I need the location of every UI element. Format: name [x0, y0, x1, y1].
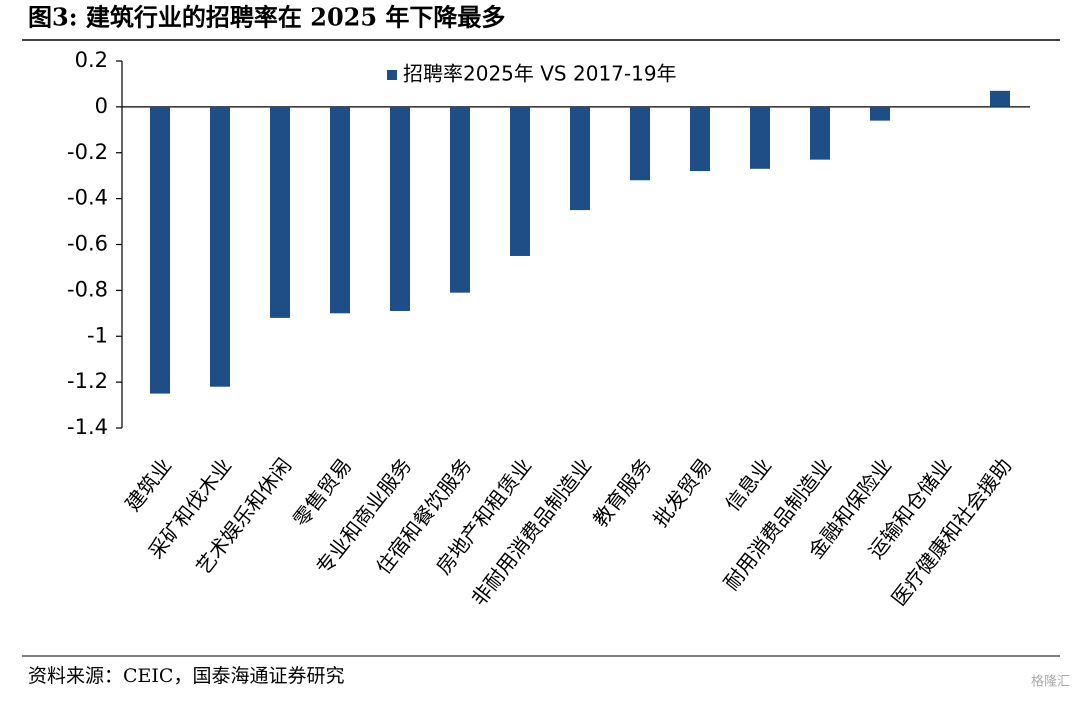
- bar: [630, 106, 650, 181]
- y-tick-label: 0: [95, 94, 108, 118]
- x-tick-label: 批发贸易: [648, 454, 716, 532]
- x-tick-label: 信息业: [720, 454, 776, 516]
- bar: [690, 106, 710, 172]
- y-tick-label: -1.4: [67, 415, 108, 439]
- x-tick-label: 教育服务: [588, 454, 656, 532]
- bar: [390, 106, 410, 312]
- y-tick-label: -1.2: [67, 369, 108, 393]
- bar: [510, 106, 530, 256]
- bar: [570, 106, 590, 211]
- bar: [270, 106, 290, 318]
- y-tick-label: -0.6: [67, 232, 108, 256]
- bar: [330, 106, 350, 314]
- chart-title: 图3: 建筑行业的招聘率在 2025 年下降最多: [28, 3, 505, 32]
- legend-label: 招聘率2025年 VS 2017-19年: [403, 62, 677, 86]
- y-tick-label: -0.8: [67, 277, 108, 301]
- y-tick-label: 0.2: [75, 48, 108, 72]
- bar: [990, 90, 1010, 107]
- bar: [810, 106, 830, 160]
- bar: [150, 106, 170, 394]
- watermark: 格隆汇: [1031, 674, 1070, 690]
- bar: [210, 106, 230, 387]
- y-tick-label: -0.4: [67, 186, 108, 210]
- x-tick-label: 建筑业: [120, 454, 176, 516]
- x-tick-label: 耐用消费品制造业: [719, 454, 836, 595]
- bar: [750, 106, 770, 169]
- legend-swatch: [387, 70, 397, 80]
- y-tick-label: -1: [87, 323, 108, 347]
- bar: [870, 106, 890, 121]
- y-tick-label: -0.2: [67, 140, 108, 164]
- source-note: 资料来源：CEIC，国泰海通证券研究: [28, 665, 344, 687]
- bar: [450, 106, 470, 293]
